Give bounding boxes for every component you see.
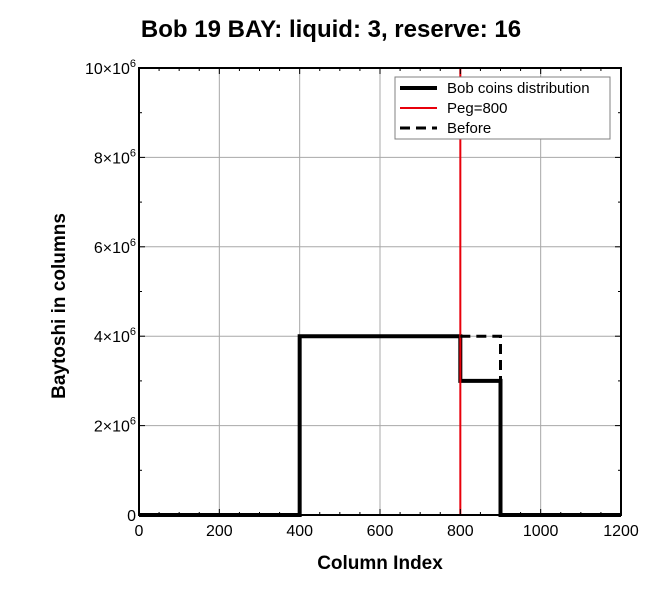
x-tick-label: 0 [135, 523, 144, 540]
x-tick-label: 400 [286, 523, 313, 540]
y-tick-mantissa: 10×10 [85, 61, 130, 78]
legend-label: Before [447, 120, 491, 137]
y-tick-exponent: 6 [130, 416, 136, 428]
y-tick-label: 2×106 [94, 416, 136, 436]
y-tick-label: 0 [127, 508, 136, 525]
y-axis-label: Baytoshi in columns [49, 213, 70, 399]
legend-label: Peg=800 [447, 100, 507, 117]
y-tick-label: 8×106 [94, 147, 136, 167]
y-tick-label: 10×106 [85, 58, 136, 78]
y-tick-exponent: 6 [130, 326, 136, 338]
x-tick-label: 200 [206, 523, 233, 540]
x-tick-label: 1000 [523, 523, 559, 540]
y-tick-mantissa: 4×10 [94, 329, 130, 346]
y-tick-mantissa: 6×10 [94, 240, 130, 257]
y-tick-label: 4×106 [94, 326, 136, 346]
y-tick-mantissa: 2×10 [94, 419, 130, 436]
x-tick-label: 1200 [603, 523, 639, 540]
y-tick-exponent: 6 [130, 237, 136, 249]
y-tick-label: 6×106 [94, 237, 136, 257]
legend-label: Bob coins distribution [447, 80, 590, 97]
y-tick-mantissa: 0 [127, 508, 136, 525]
chart-title: Bob 19 BAY: liquid: 3, reserve: 16 [141, 16, 521, 43]
series-before-line [460, 334, 502, 381]
legend: Bob coins distribution Peg=800 Before [394, 76, 611, 140]
y-tick-mantissa: 8×10 [94, 150, 130, 167]
y-tick-exponent: 6 [130, 58, 136, 70]
series-layer [139, 68, 621, 517]
x-tick-label: 600 [367, 523, 394, 540]
x-tick-label: 800 [447, 523, 474, 540]
x-axis-label: Column Index [317, 553, 443, 574]
ticks: 0 200 400 600 800 1000 120002×1064×1066×1068×1… [85, 58, 639, 540]
y-tick-exponent: 6 [130, 147, 136, 159]
